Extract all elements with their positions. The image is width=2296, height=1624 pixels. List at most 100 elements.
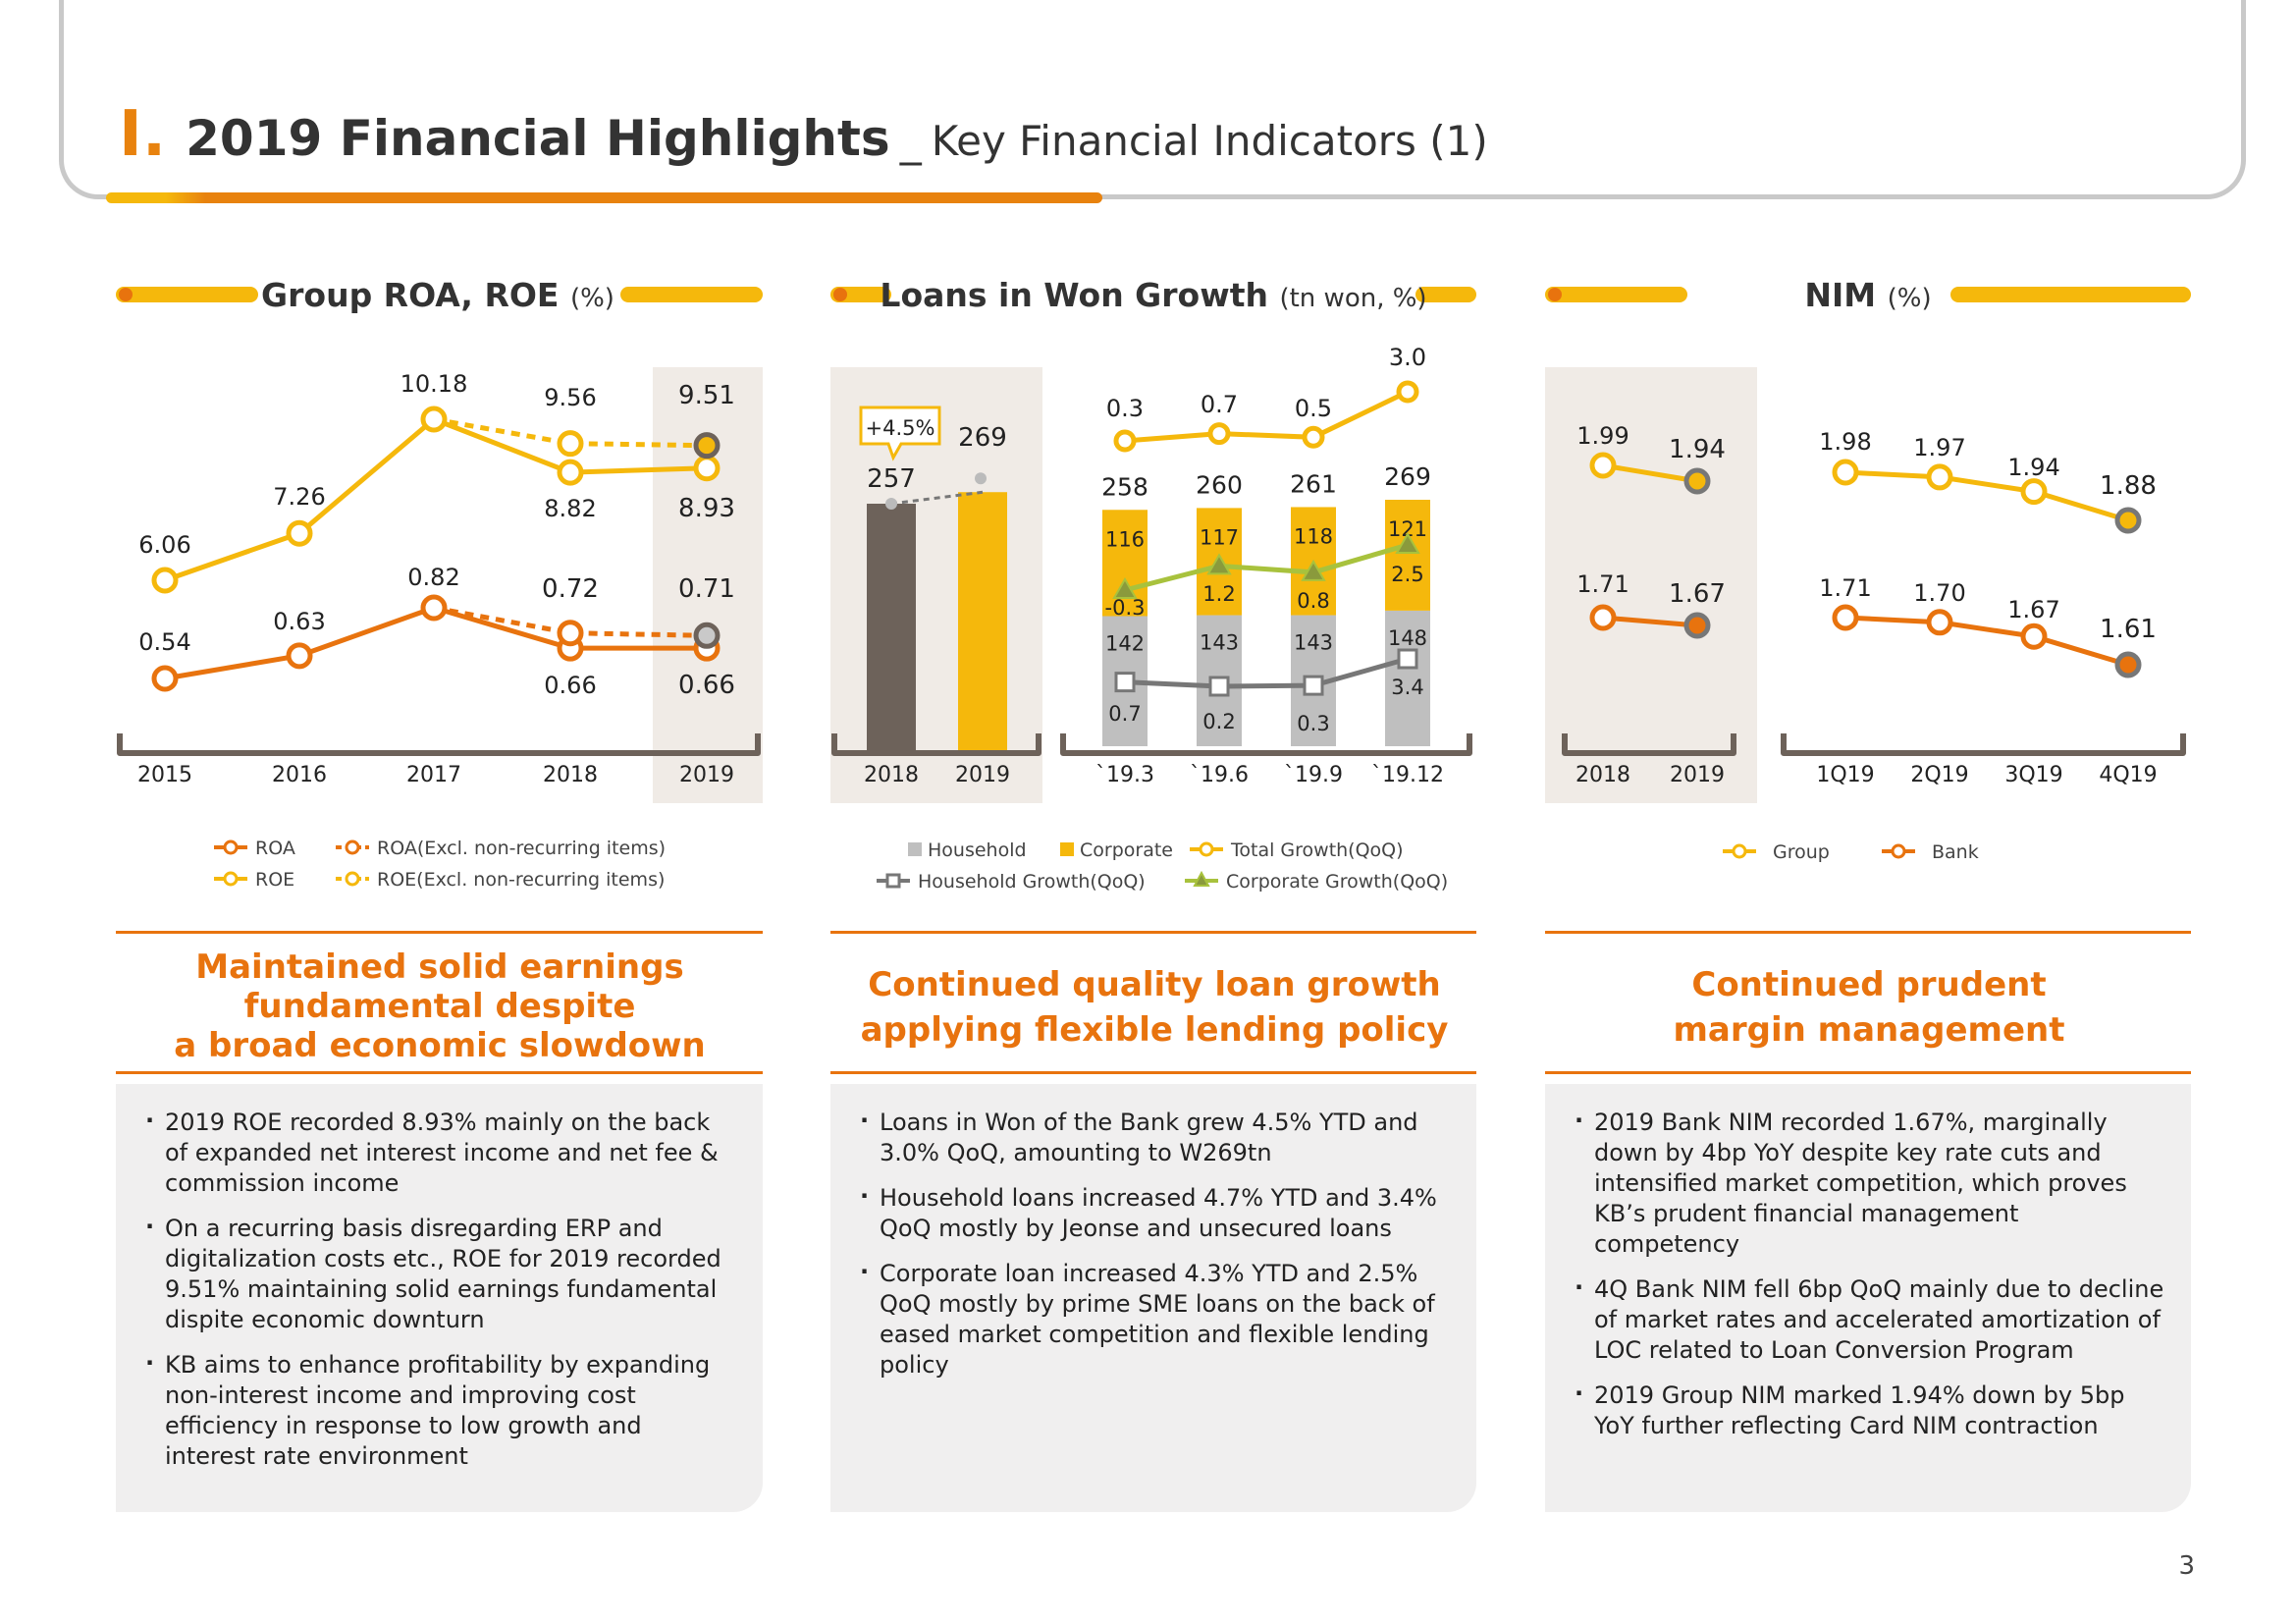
corporate-growth-point [1112, 577, 1138, 599]
bullet-item: 2019 ROE recorded 8.93% mainly on the ba… [145, 1106, 739, 1199]
roa-excl-label: 0.71 [678, 574, 735, 604]
group-point [1926, 463, 1953, 491]
loans-chart-title: Loans in Won Growth (tn won, %) [880, 276, 1426, 314]
bullet-item: Loans in Won of the Bank grew 4.5% YTD a… [860, 1106, 1453, 1168]
growth-callout-label: +4.5% [866, 416, 935, 440]
roa-point [151, 665, 179, 692]
bank-annual-line [1602, 615, 1698, 628]
summary-line: margin management [1673, 1010, 2065, 1050]
x-tick-label: 2018 [543, 763, 598, 787]
household-growth-point [1208, 676, 1230, 697]
divider-bottom [830, 1071, 1476, 1074]
loans-chart-bar-dot [833, 288, 847, 301]
chart-title-text: NIM [1804, 276, 1887, 314]
roa-label: 0.82 [407, 564, 459, 591]
group-annual-label: 1.99 [1576, 422, 1629, 450]
corporate-growth-label: 2.5 [1391, 563, 1423, 586]
x-tick-label: 4Q19 [2099, 763, 2157, 787]
summary-line: applying flexible lending policy [860, 1010, 1449, 1050]
corporate-value-label: 118 [1294, 524, 1333, 548]
summary-line: Maintained solid earnings [195, 947, 684, 987]
bar-2018 [867, 504, 916, 751]
roa-chart-bar-left [116, 287, 258, 302]
roa-label: 0.66 [544, 672, 596, 699]
legend-marker [223, 871, 239, 887]
divider-bottom [1545, 1071, 2191, 1074]
bullet-item: On a recurring basis disregarding ERP an… [145, 1212, 739, 1335]
roa-point [286, 642, 313, 670]
total-value-label: 258 [1101, 472, 1148, 501]
legend-label: Corporate Growth(QoQ) [1226, 871, 1448, 893]
bank-annual-label: 1.67 [1669, 579, 1726, 609]
corporate-value-label: 116 [1105, 527, 1145, 551]
bank-quarterly-label: 1.61 [2100, 615, 2157, 644]
roe-label: 10.18 [400, 370, 468, 398]
corporate-growth-label: 0.8 [1297, 589, 1329, 613]
legend-swatch [1060, 842, 1074, 856]
chart-title-text: Loans in Won Growth [880, 276, 1279, 314]
roe-point [557, 459, 584, 486]
total-growth-label: 0.5 [1295, 395, 1332, 422]
bar-2019 [958, 492, 1007, 751]
household-value-label: 143 [1294, 631, 1333, 655]
page-number: 3 [2178, 1551, 2195, 1581]
household-value-label: 143 [1200, 631, 1239, 655]
nim-chart-bar-dot [1548, 288, 1562, 301]
nim-chart-bar-right [1950, 287, 2191, 302]
summary-title-roa: Maintained solid earnings fundamental de… [116, 947, 764, 1065]
legend-label: Group [1773, 841, 1830, 863]
corporate-growth-line [1124, 542, 1409, 593]
x-tick-label: 1Q19 [1816, 763, 1874, 787]
legend-marker [1193, 870, 1210, 887]
roe-label: 8.93 [678, 494, 735, 523]
title-main: 2019 Financial Highlights [186, 110, 890, 167]
legend-label: Bank [1932, 841, 1979, 863]
annual-value-label: 269 [958, 423, 1007, 453]
chart-unit: (tn won, %) [1279, 284, 1426, 313]
summary-line: Continued prudent [1691, 965, 2047, 1004]
household-growth-label: 3.4 [1391, 676, 1423, 699]
title-separator: _ [899, 116, 922, 166]
corporate-growth-point [1301, 559, 1326, 581]
bank-point [1683, 612, 1711, 639]
roa-excl-point [693, 622, 721, 649]
x-tick-label: 3Q19 [2004, 763, 2062, 787]
group-quarterly-label: 1.94 [2007, 454, 2059, 481]
divider-top [830, 931, 1476, 934]
x-tick-label: `19.3 [1095, 763, 1154, 787]
household-growth-label: 0.2 [1202, 710, 1235, 733]
x-tick-label: 2017 [406, 763, 461, 787]
bank-quarterly-line [1844, 615, 2129, 668]
legend-marker [1199, 841, 1214, 857]
x-tick-label: 2016 [272, 763, 327, 787]
household-growth-point [1397, 648, 1418, 670]
group-point [2114, 507, 2142, 534]
roe-label: 7.26 [273, 483, 325, 511]
legend-marker [345, 839, 360, 855]
roa-point [420, 594, 448, 622]
roa-chart-bar-dot [119, 288, 133, 301]
legend-label: Household [928, 839, 1027, 861]
group-quarterly-line [1844, 469, 2129, 523]
legend-label: ROE(Excl. non-recurring items) [377, 869, 665, 891]
bank-point [1589, 604, 1617, 631]
roe-label: 8.82 [544, 495, 596, 522]
household-bar [1385, 610, 1430, 746]
corporate-growth-label: 1.2 [1202, 582, 1235, 606]
group-quarterly-label: 1.88 [2100, 471, 2157, 501]
commentary-box-roa: 2019 ROE recorded 8.93% mainly on the ba… [116, 1084, 763, 1512]
bank-point [1926, 609, 1953, 636]
household-value-label: 148 [1388, 626, 1427, 650]
group-point [1683, 467, 1711, 495]
divider-bottom [116, 1071, 763, 1074]
roe-point [693, 455, 721, 482]
legend-label: ROA(Excl. non-recurring items) [377, 838, 666, 859]
legend-marker [885, 873, 901, 889]
roe-point [151, 567, 179, 594]
growth-dot [975, 472, 987, 485]
nim-chart-title: NIM (%) [1804, 276, 1931, 314]
header-frame [59, 0, 2246, 199]
roa-label: 0.54 [138, 628, 190, 656]
x-tick-label: 2019 [679, 763, 734, 787]
